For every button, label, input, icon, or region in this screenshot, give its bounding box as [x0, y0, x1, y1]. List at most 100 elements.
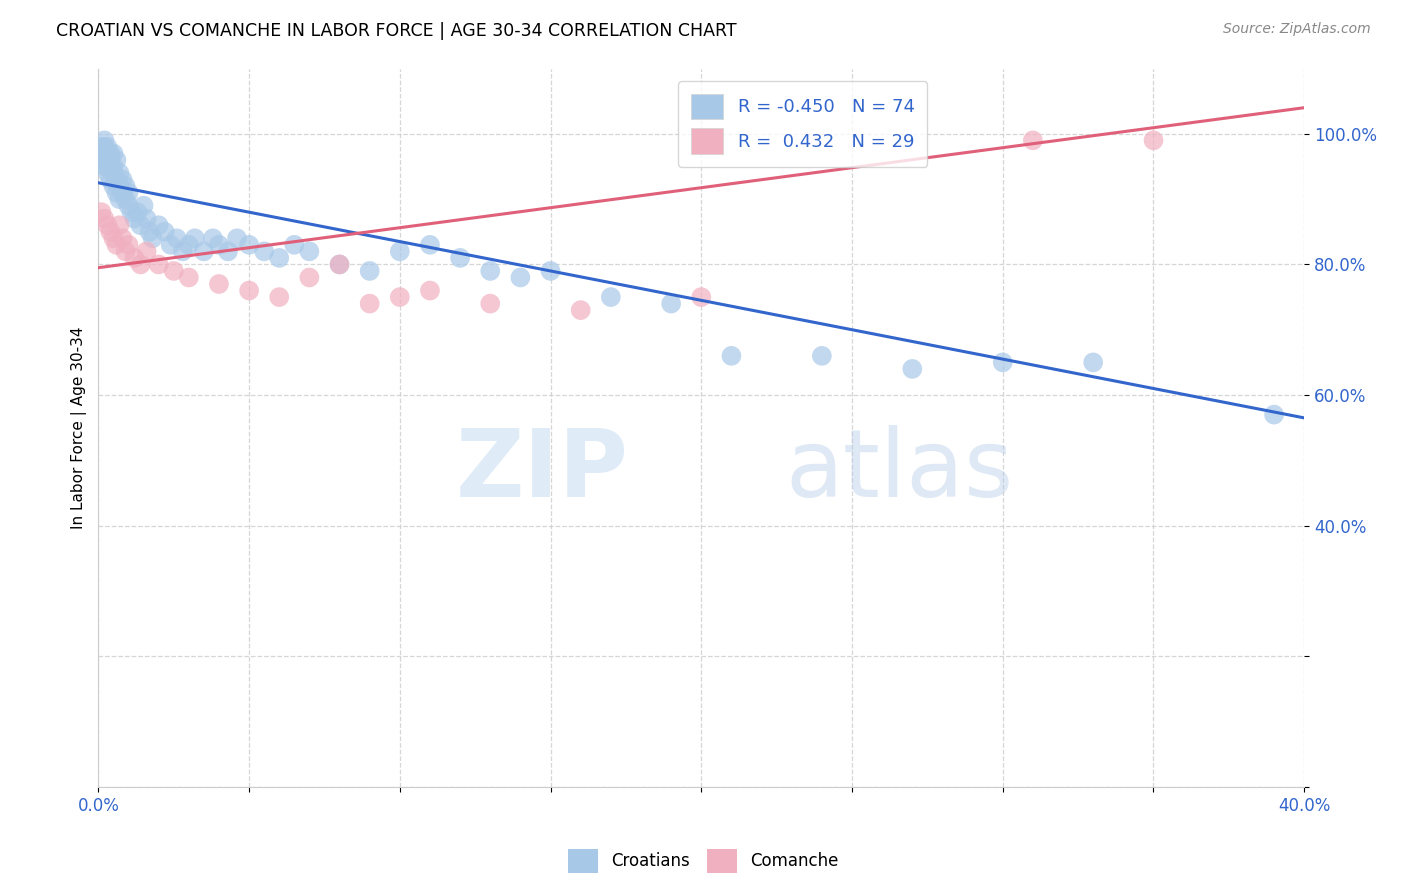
Text: Source: ZipAtlas.com: Source: ZipAtlas.com: [1223, 22, 1371, 37]
Point: [111, 186, 134, 200]
Point: [103, 160, 125, 174]
Legend: Croatians, Comanche: Croatians, Comanche: [561, 842, 845, 880]
Point: [103, 231, 125, 245]
Text: CROATIAN VS COMANCHE IN LABOR FORCE | AGE 30-34 CORRELATION CHART: CROATIAN VS COMANCHE IN LABOR FORCE | AG…: [56, 22, 737, 40]
Point: [132, 199, 155, 213]
Point: [298, 270, 321, 285]
Point: [153, 225, 176, 239]
Point: [111, 172, 134, 186]
Point: [100, 146, 122, 161]
Point: [328, 257, 350, 271]
Point: [93, 211, 115, 226]
Point: [201, 231, 224, 245]
Point: [142, 231, 165, 245]
Point: [114, 179, 136, 194]
Point: [105, 186, 128, 200]
Point: [479, 296, 502, 310]
Point: [96, 166, 118, 180]
Point: [1142, 133, 1164, 147]
Point: [93, 140, 115, 154]
Point: [148, 219, 170, 233]
Point: [96, 146, 118, 161]
Point: [129, 257, 152, 271]
Point: [90, 153, 112, 167]
Point: [599, 290, 621, 304]
Point: [238, 237, 260, 252]
Point: [103, 166, 125, 180]
Point: [108, 219, 131, 233]
Point: [253, 244, 276, 259]
Point: [690, 290, 713, 304]
Point: [419, 284, 441, 298]
Point: [114, 244, 136, 259]
Point: [269, 251, 291, 265]
Point: [100, 225, 122, 239]
Point: [298, 244, 321, 259]
Point: [117, 237, 139, 252]
Point: [720, 349, 742, 363]
Point: [96, 140, 118, 154]
Point: [117, 186, 139, 200]
Point: [901, 362, 924, 376]
Point: [129, 219, 152, 233]
Point: [103, 179, 125, 194]
Point: [359, 264, 381, 278]
Point: [569, 303, 592, 318]
Point: [184, 231, 207, 245]
Point: [991, 355, 1014, 369]
Point: [90, 205, 112, 219]
Point: [177, 237, 200, 252]
Point: [93, 146, 115, 161]
Point: [96, 219, 118, 233]
Point: [148, 257, 170, 271]
Point: [105, 237, 128, 252]
Point: [159, 237, 181, 252]
Point: [238, 284, 260, 298]
Point: [117, 199, 139, 213]
Legend: R = -0.450   N = 74, R =  0.432   N = 29: R = -0.450 N = 74, R = 0.432 N = 29: [678, 81, 928, 167]
Y-axis label: In Labor Force | Age 30-34: In Labor Force | Age 30-34: [72, 326, 87, 529]
Point: [111, 231, 134, 245]
Point: [93, 153, 115, 167]
Point: [172, 244, 194, 259]
Point: [388, 244, 411, 259]
Point: [108, 192, 131, 206]
Point: [114, 192, 136, 206]
Point: [193, 244, 215, 259]
Point: [108, 179, 131, 194]
Point: [124, 211, 146, 226]
Point: [283, 237, 305, 252]
Point: [90, 146, 112, 161]
Point: [100, 160, 122, 174]
Point: [135, 211, 157, 226]
Point: [93, 133, 115, 147]
Point: [269, 290, 291, 304]
Point: [1083, 355, 1105, 369]
Point: [226, 231, 249, 245]
Point: [100, 172, 122, 186]
Point: [419, 237, 441, 252]
Point: [540, 264, 562, 278]
Point: [135, 244, 157, 259]
Point: [509, 270, 531, 285]
Point: [93, 160, 115, 174]
Point: [124, 251, 146, 265]
Point: [105, 172, 128, 186]
Point: [121, 205, 143, 219]
Point: [103, 146, 125, 161]
Point: [105, 153, 128, 167]
Text: atlas: atlas: [786, 425, 1014, 516]
Point: [217, 244, 239, 259]
Point: [479, 264, 502, 278]
Point: [127, 205, 149, 219]
Point: [1263, 408, 1285, 422]
Point: [108, 166, 131, 180]
Point: [449, 251, 471, 265]
Point: [177, 270, 200, 285]
Point: [359, 296, 381, 310]
Point: [388, 290, 411, 304]
Point: [163, 264, 186, 278]
Point: [208, 277, 231, 291]
Point: [100, 153, 122, 167]
Point: [166, 231, 188, 245]
